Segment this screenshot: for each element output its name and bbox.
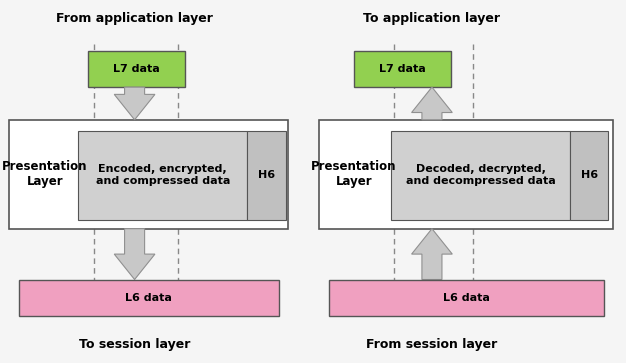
Text: Presentation
Layer: Presentation Layer [3,160,88,188]
FancyArrow shape [114,87,155,120]
Text: From application layer: From application layer [56,12,213,25]
Text: Encoded, encrypted,
and compressed data: Encoded, encrypted, and compressed data [96,164,230,186]
Text: Decoded, decrypted,
and decompressed data: Decoded, decrypted, and decompressed dat… [406,164,555,186]
FancyArrow shape [412,87,452,120]
Text: From session layer: From session layer [366,338,498,351]
Bar [88,51,185,87]
Bar [78,131,247,220]
Bar [247,131,286,220]
Text: To application layer: To application layer [364,12,500,25]
Text: H6: H6 [258,170,275,180]
Bar [570,131,608,220]
Bar [354,51,451,87]
Text: L7 data: L7 data [113,64,160,74]
Text: H6: H6 [580,170,598,180]
Text: L7 data: L7 data [379,64,426,74]
Text: L6 data: L6 data [443,293,490,303]
Bar [329,280,604,316]
Bar [391,131,570,220]
Text: Presentation
Layer: Presentation Layer [311,160,396,188]
FancyArrow shape [412,229,452,280]
Bar [9,120,288,229]
Bar [319,120,613,229]
Text: To session layer: To session layer [79,338,190,351]
Text: L6 data: L6 data [125,293,172,303]
FancyArrow shape [114,229,155,280]
Bar [19,280,279,316]
